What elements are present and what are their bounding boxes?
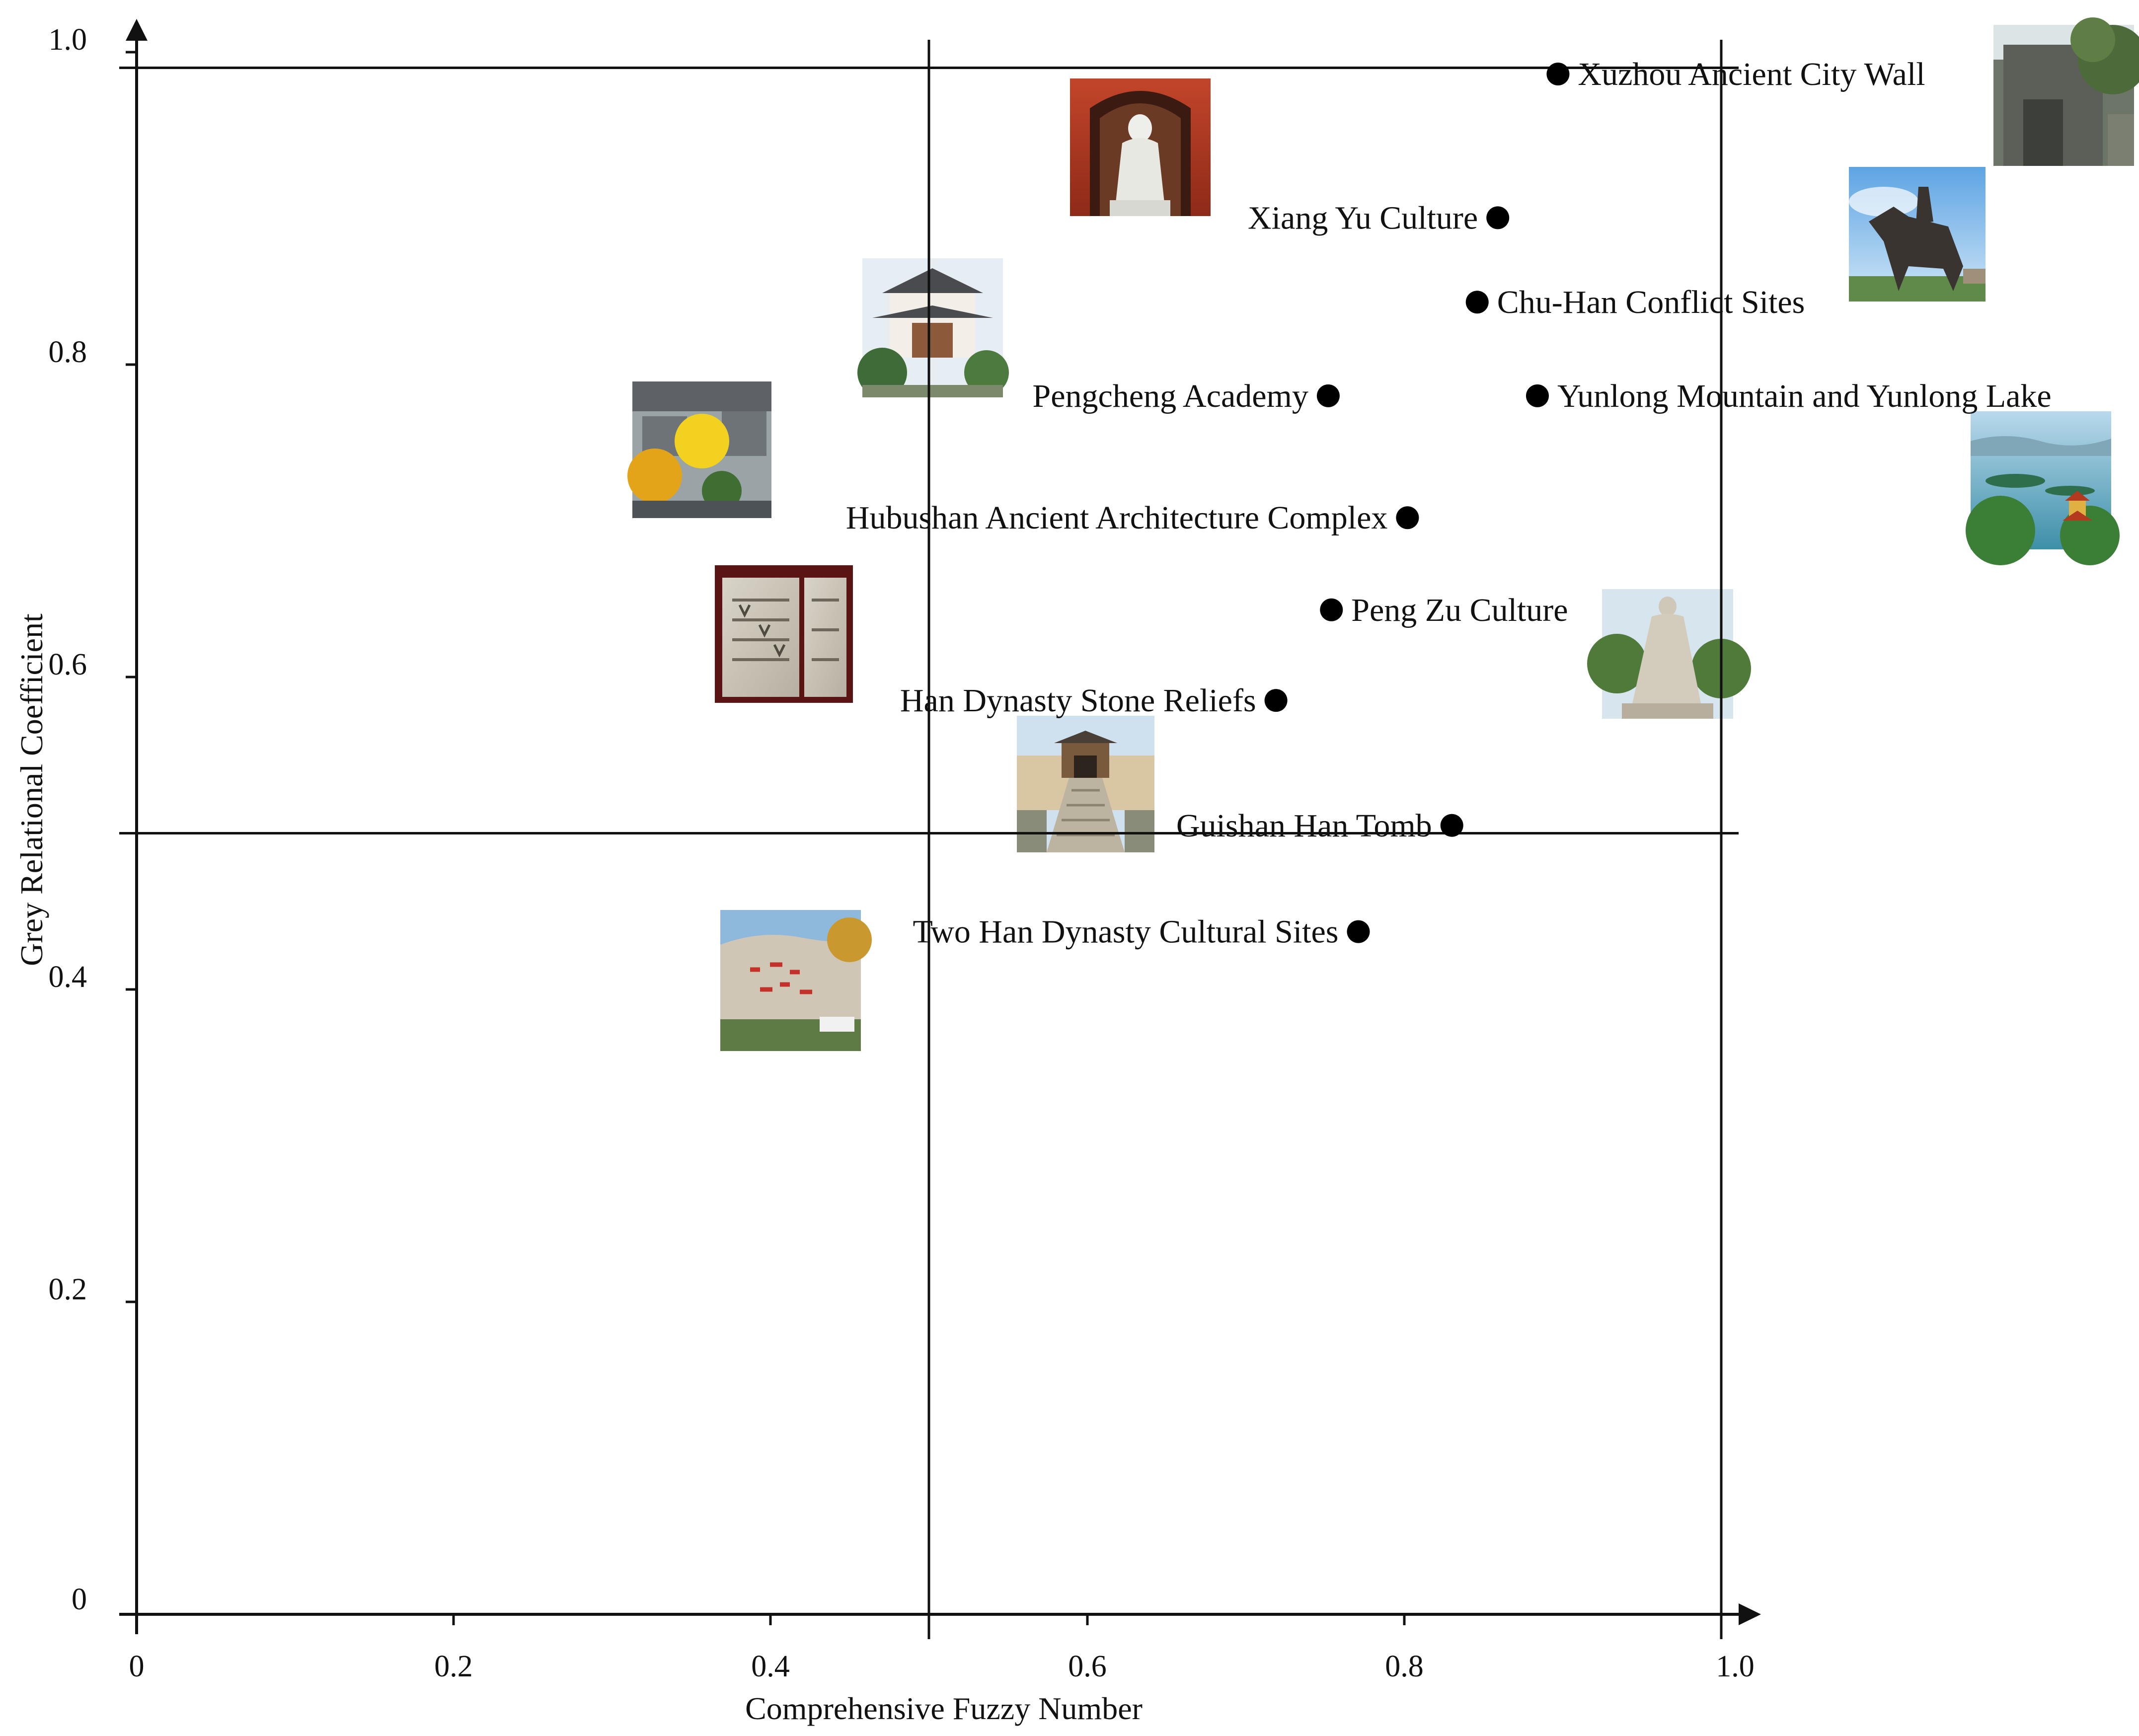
data-point	[1347, 920, 1370, 943]
y-tick-label: 0	[72, 1583, 87, 1616]
x-tick-label: 0.4	[751, 1650, 790, 1683]
data-label: Xiang Yu Culture	[1248, 200, 1478, 236]
peng-zu-statue-photo	[1587, 589, 1751, 719]
stone-relief-photo	[715, 565, 853, 703]
data-label: Hubushan Ancient Architecture Complex	[846, 500, 1388, 536]
data-label: Guishan Han Tomb	[1176, 808, 1432, 844]
x-tick-label: 0.2	[434, 1650, 473, 1683]
data-label: Xuzhou Ancient City Wall	[1578, 56, 1925, 92]
data-point	[1465, 291, 1489, 314]
data-point	[1320, 598, 1343, 621]
data-point	[1264, 689, 1288, 712]
equestrian-statue-photo	[1849, 167, 1986, 302]
x-tick-label: 0	[129, 1650, 145, 1683]
data-point	[1526, 384, 1549, 407]
y-tick-label: 0.6	[49, 648, 87, 681]
y-axis-title: Grey Relational Coefficient	[14, 613, 49, 966]
lake-pavilion-photo	[1966, 411, 2120, 565]
data-label: Chu-Han Conflict Sites	[1497, 284, 1805, 320]
x-tick-label: 1.0	[1716, 1650, 1755, 1683]
y-tick-label: 0.2	[49, 1273, 87, 1306]
x-axis-title: Comprehensive Fuzzy Number	[745, 1691, 1143, 1726]
data-point	[1396, 506, 1419, 529]
y-tick-label: 0.4	[49, 960, 87, 994]
data-label: Two Han Dynasty Cultural Sites	[913, 914, 1339, 950]
data-point	[1486, 206, 1510, 229]
courtyard-ginkgo-photo	[627, 381, 771, 518]
data-label: Peng Zu Culture	[1351, 592, 1568, 628]
x-axis-arrow	[1739, 1603, 1761, 1625]
city-wall-photo	[1993, 17, 2139, 166]
y-tick-label: 0.8	[49, 335, 87, 369]
data-point	[1316, 384, 1340, 407]
xiang-yu-statue-photo	[1070, 78, 1211, 216]
data-point	[1546, 63, 1570, 86]
axes	[119, 19, 1761, 1639]
cliff-carving-photo	[720, 910, 872, 1051]
data-label: Pengcheng Academy	[1033, 378, 1308, 414]
y-axis-arrow	[126, 19, 148, 41]
x-tick-label: 0.6	[1068, 1650, 1107, 1683]
academy-building-photo	[857, 258, 1009, 397]
x-tick-label: 0.8	[1385, 1650, 1424, 1683]
data-label: Han Dynasty Stone Reliefs	[900, 682, 1256, 719]
data-label: Yunlong Mountain and Yunlong Lake	[1557, 378, 2052, 414]
tomb-gate-photo	[1017, 716, 1154, 852]
y-tick-label: 1.0	[49, 23, 87, 57]
data-point	[1440, 814, 1463, 837]
